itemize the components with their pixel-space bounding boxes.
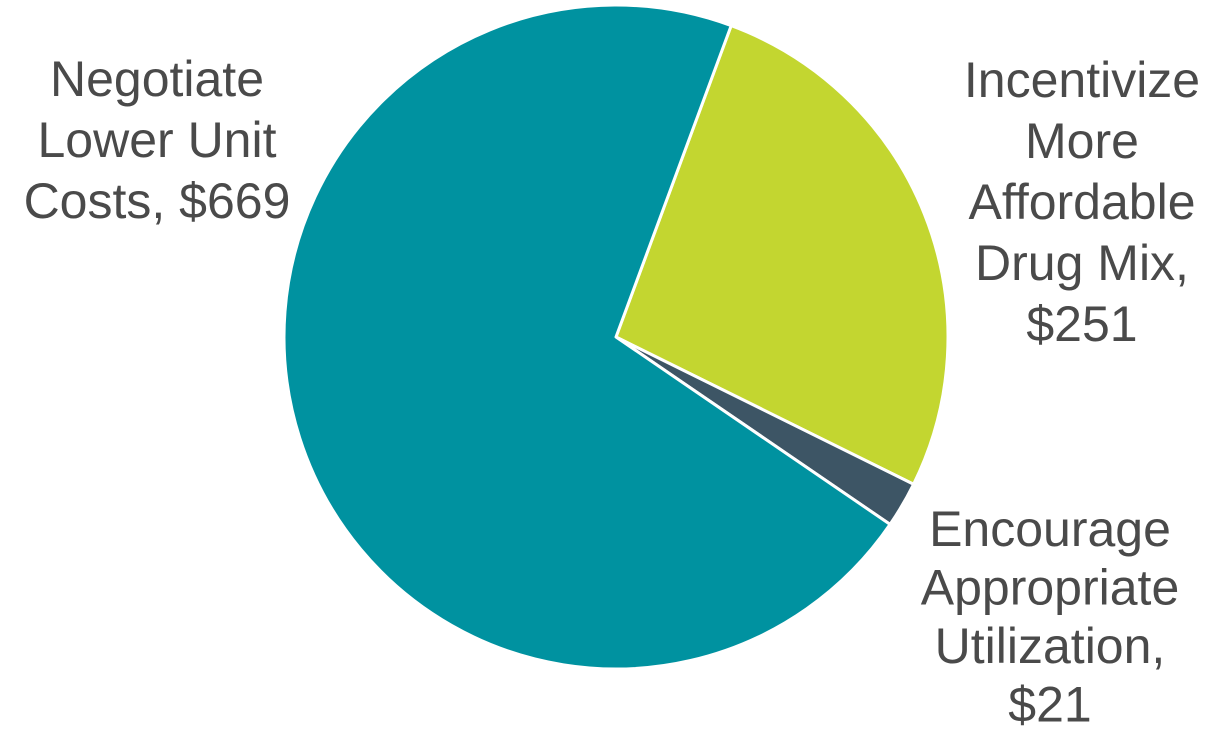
slice-label-line: Drug Mix,: [975, 235, 1189, 291]
slice-label-line: Incentivize: [964, 52, 1200, 108]
slice-label-line: Utilization,: [935, 618, 1166, 674]
pie-slice-incentivize-more-affordable-drug-mix: [614, 24, 950, 486]
pie-slices: [282, 3, 950, 671]
slice-label-encourage-appropriate-utilization: Encourage Appropriate Utilization, $21: [921, 501, 1180, 733]
slice-label-line: Negotiate: [50, 51, 264, 107]
slice-label-incentivize-more-affordable-drug-mix: Incentivize More Affordable Drug Mix, $251: [964, 52, 1200, 352]
slice-label-line: Affordable: [968, 174, 1195, 230]
slice-label-line: $21: [1008, 677, 1091, 733]
slice-label-line: More: [1025, 113, 1139, 169]
slice-label-line: Costs, $669: [24, 173, 291, 229]
slice-label-line: Lower Unit: [38, 112, 277, 168]
slice-label-line: $251: [1026, 296, 1137, 352]
slice-label-negotiate-lower-unit-costs: Negotiate Lower Unit Costs, $669: [24, 51, 291, 229]
pie-slice-negotiate-lower-unit-costs: [282, 3, 892, 671]
slice-label-line: Encourage: [929, 501, 1171, 557]
pie-labels: Incentivize More Affordable Drug Mix, $251 En…: [24, 51, 1201, 733]
slice-label-line: Appropriate: [921, 560, 1180, 616]
